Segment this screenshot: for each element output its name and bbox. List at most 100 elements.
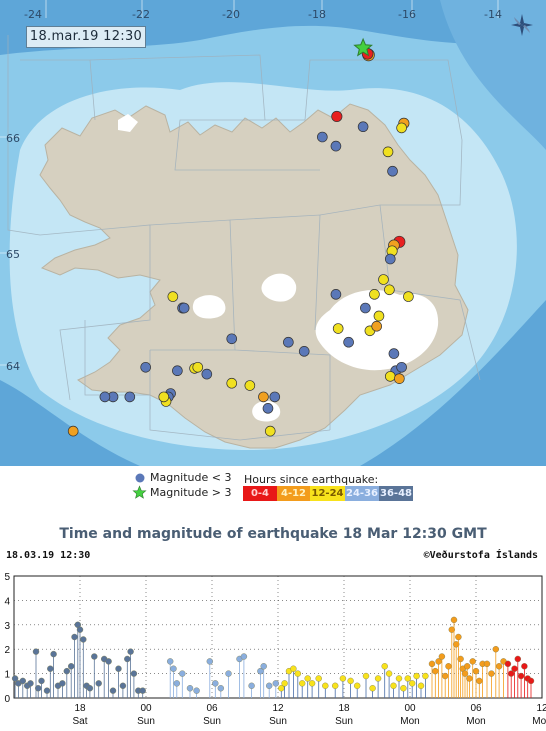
quake-point[interactable] xyxy=(166,658,174,665)
quake-point[interactable] xyxy=(105,658,112,665)
earthquake-marker[interactable] xyxy=(332,323,344,334)
quake-point[interactable] xyxy=(517,672,525,680)
earthquake-marker[interactable] xyxy=(330,289,342,300)
quake-point[interactable] xyxy=(409,680,416,687)
quake-point[interactable] xyxy=(124,655,131,663)
earthquake-marker[interactable] xyxy=(403,291,414,302)
quake-point[interactable] xyxy=(173,680,181,687)
earthquake-marker[interactable] xyxy=(384,253,396,265)
quake-point[interactable] xyxy=(50,650,57,658)
quake-point[interactable] xyxy=(469,658,476,665)
quake-point[interactable] xyxy=(217,685,225,692)
quake-point[interactable] xyxy=(445,663,452,670)
earthquake-marker[interactable] xyxy=(382,146,394,158)
quake-point[interactable] xyxy=(86,685,94,692)
earthquake-marker[interactable] xyxy=(378,274,389,285)
earthquake-marker[interactable] xyxy=(192,361,204,373)
compass-rose-icon[interactable] xyxy=(509,12,535,38)
earthquake-marker[interactable] xyxy=(396,361,407,373)
quake-point[interactable] xyxy=(38,677,45,685)
quake-point[interactable] xyxy=(514,655,521,663)
earthquake-marker[interactable] xyxy=(384,284,395,296)
quake-point[interactable] xyxy=(225,670,232,677)
quake-point[interactable] xyxy=(32,648,40,655)
quake-point[interactable] xyxy=(59,680,66,687)
quake-point[interactable] xyxy=(504,660,512,668)
earthquake-marker[interactable] xyxy=(99,391,111,403)
quake-point[interactable] xyxy=(130,670,138,677)
earthquake-marker[interactable] xyxy=(178,302,190,314)
quake-point[interactable] xyxy=(400,685,407,692)
earthquake-marker[interactable] xyxy=(298,346,310,357)
quake-point[interactable] xyxy=(448,626,455,633)
quake-point[interactable] xyxy=(457,655,464,663)
quake-point[interactable] xyxy=(206,658,214,665)
quake-point[interactable] xyxy=(294,670,301,677)
quake-point[interactable] xyxy=(395,675,403,682)
quake-point[interactable] xyxy=(43,687,51,694)
earthquake-marker[interactable] xyxy=(317,131,328,143)
quake-point[interactable] xyxy=(71,633,78,641)
earthquake-marker[interactable] xyxy=(394,373,405,384)
quake-point[interactable] xyxy=(304,675,311,682)
quake-point[interactable] xyxy=(374,675,382,682)
quake-point[interactable] xyxy=(413,672,420,680)
quake-point[interactable] xyxy=(170,665,177,672)
quake-point[interactable] xyxy=(483,660,491,668)
quake-point[interactable] xyxy=(179,670,186,677)
quake-point[interactable] xyxy=(281,680,288,687)
earthquake-marker[interactable] xyxy=(226,377,238,389)
quake-point[interactable] xyxy=(381,663,388,670)
quake-point[interactable] xyxy=(315,675,322,682)
quake-point[interactable] xyxy=(260,663,267,670)
quake-point[interactable] xyxy=(193,687,200,694)
earthquake-marker[interactable] xyxy=(357,121,369,133)
quake-point[interactable] xyxy=(472,667,480,675)
quake-point[interactable] xyxy=(290,665,297,672)
quake-point[interactable] xyxy=(428,660,436,668)
quake-point[interactable] xyxy=(385,670,393,677)
earthquake-map[interactable]: 18.mar.19 12:30 -24 -22 -20 -18 -16 -14 … xyxy=(0,0,546,466)
quake-point[interactable] xyxy=(95,680,102,687)
quake-point[interactable] xyxy=(354,682,361,690)
quake-point[interactable] xyxy=(464,663,471,670)
quake-point[interactable] xyxy=(47,665,54,672)
quake-point[interactable] xyxy=(495,663,503,670)
earthquake-marker[interactable] xyxy=(172,365,183,377)
quake-point[interactable] xyxy=(186,685,194,692)
quake-point[interactable] xyxy=(488,670,495,677)
quake-point[interactable] xyxy=(511,665,518,672)
quake-point[interactable] xyxy=(308,680,316,687)
quake-point[interactable] xyxy=(527,677,535,685)
earthquake-marker[interactable] xyxy=(264,425,276,437)
quake-point[interactable] xyxy=(332,682,339,690)
earthquake-marker[interactable] xyxy=(369,289,380,300)
earthquake-marker[interactable] xyxy=(201,368,213,380)
earthquake-marker[interactable] xyxy=(388,348,400,359)
quake-point[interactable] xyxy=(127,648,134,655)
earthquake-marker[interactable] xyxy=(384,371,396,382)
quake-point[interactable] xyxy=(492,645,499,653)
quake-point[interactable] xyxy=(212,680,219,687)
quake-point[interactable] xyxy=(453,641,460,648)
quake-point[interactable] xyxy=(109,687,117,694)
earthquake-marker[interactable] xyxy=(360,302,371,314)
quake-point[interactable] xyxy=(115,665,122,672)
earthquake-marker[interactable] xyxy=(140,361,151,373)
earthquake-marker[interactable] xyxy=(167,291,179,302)
quake-point[interactable] xyxy=(91,653,98,660)
quake-point[interactable] xyxy=(347,677,354,685)
earthquake-marker[interactable] xyxy=(258,391,269,403)
quake-point[interactable] xyxy=(438,653,446,660)
earthquake-marker[interactable] xyxy=(283,336,294,348)
quake-point[interactable] xyxy=(422,672,429,680)
earthquake-marker[interactable] xyxy=(330,140,342,152)
earthquake-marker[interactable] xyxy=(158,391,170,403)
quake-point[interactable] xyxy=(322,682,329,690)
quake-point[interactable] xyxy=(417,682,425,690)
earthquake-marker[interactable] xyxy=(371,320,383,332)
quake-point[interactable] xyxy=(266,682,273,690)
quake-point[interactable] xyxy=(432,667,439,675)
quake-point[interactable] xyxy=(27,680,34,687)
quake-point[interactable] xyxy=(461,670,469,677)
